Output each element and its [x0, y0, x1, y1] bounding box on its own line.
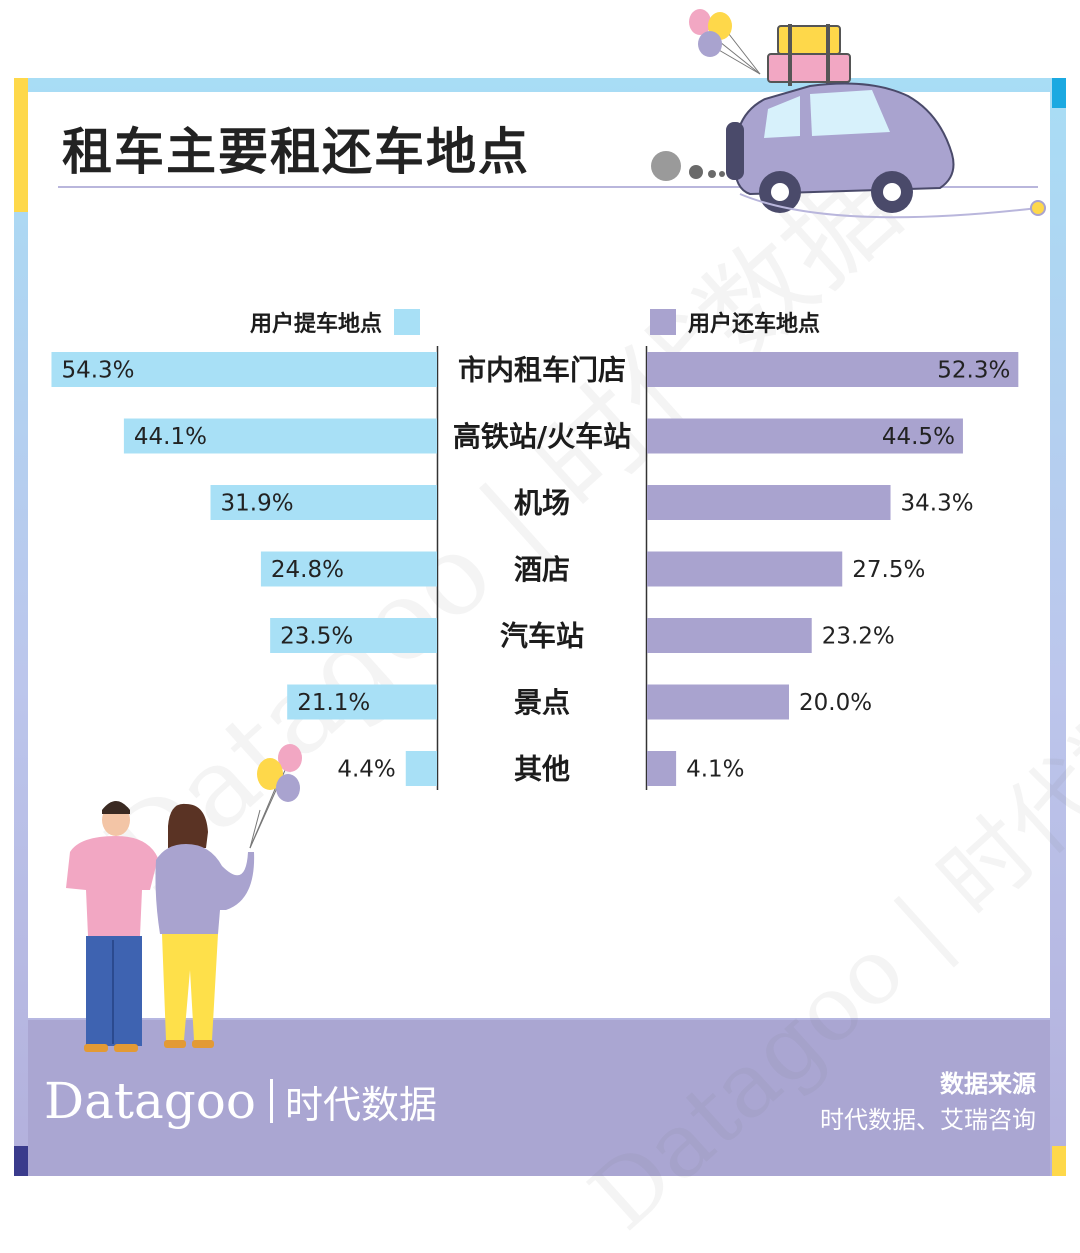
category-label-1: 市内租车门店: [458, 354, 626, 387]
brand-separator: [270, 1079, 274, 1123]
bar-return-1: [647, 352, 1019, 387]
value-label-return-5: 23.2%: [822, 624, 895, 650]
balloon-icon: [689, 9, 761, 75]
bar-return-2: [647, 418, 963, 454]
page-title: 租车主要租还车地点: [62, 123, 530, 181]
accent-navy-bottom-left: [14, 1146, 28, 1176]
bar-return-4: [647, 551, 843, 587]
man-figure: [66, 801, 158, 1052]
bar-pickup-1: [51, 352, 437, 387]
brand-logo: Datagoo 时代数据: [44, 1072, 437, 1130]
car-illustration: [651, 9, 1046, 219]
bar-pickup-4: [260, 551, 437, 587]
value-label-pickup-6: 21.1%: [297, 690, 370, 716]
category-label-7: 其他: [514, 753, 570, 786]
source-title: 数据来源: [940, 1070, 1036, 1098]
woman-figure: [155, 803, 255, 1048]
bar-pickup-6: [287, 684, 437, 720]
value-label-pickup-4: 24.8%: [271, 557, 344, 583]
bar-return-6: [647, 684, 789, 720]
balloon-icon: [249, 744, 302, 849]
category-label-4: 酒店: [514, 553, 570, 586]
butterfly-bar-chart: 54.3% 52.3% 市内租车门店 44.1% 44.5% 高铁站/火车站 31.9% 34…: [51, 346, 1019, 790]
category-label-6: 景点: [514, 686, 570, 719]
category-label-3: 机场: [514, 487, 570, 520]
legend-pickup-label: 用户提车地点: [250, 312, 383, 337]
exhaust-dots-icon: [651, 151, 725, 181]
bar-return-5: [647, 618, 812, 653]
value-label-return-6: 20.0%: [799, 690, 872, 716]
value-label-pickup-2: 44.1%: [134, 424, 207, 450]
bar-pickup-5: [270, 618, 437, 653]
value-label-pickup-3: 31.9%: [221, 491, 294, 517]
bar-pickup-2: [123, 418, 437, 454]
value-label-return-3: 34.3%: [901, 491, 974, 517]
car-icon: [726, 82, 1046, 219]
title-divider: [58, 186, 1038, 188]
brand-name-en: Datagoo: [44, 1072, 257, 1130]
accent-yellow-bottom-right: [1052, 1146, 1066, 1176]
value-label-return-4: 27.5%: [852, 557, 925, 583]
couple-illustration: [66, 744, 302, 1052]
bar-pickup-7: [405, 751, 437, 786]
luggage-icon: [767, 24, 851, 86]
accent-yellow-top-left: [14, 78, 28, 212]
accent-blue-top-right: [1052, 78, 1066, 108]
legend-return: 用户还车地点: [650, 306, 820, 338]
legend-return-swatch: [650, 309, 676, 335]
brand-name-cn: 时代数据: [285, 1082, 438, 1127]
value-label-pickup-5: 23.5%: [280, 624, 353, 650]
bar-pickup-3: [210, 485, 437, 520]
value-label-return-1: 52.3%: [937, 358, 1010, 384]
value-label-pickup-1: 54.3%: [61, 358, 134, 384]
bar-return-3: [647, 485, 891, 520]
legend-pickup-swatch: [394, 309, 421, 335]
legend-pickup: 用户提车地点: [250, 306, 421, 338]
bar-return-7: [647, 751, 677, 786]
value-label-return-2: 44.5%: [882, 424, 955, 450]
source-text: 时代数据、艾瑞咨询: [820, 1106, 1036, 1134]
category-label-5: 汽车站: [500, 620, 584, 653]
value-label-pickup-7: 4.4%: [337, 757, 395, 783]
category-label-2: 高铁站/火车站: [453, 420, 631, 453]
legend-return-label: 用户还车地点: [688, 312, 821, 337]
value-label-return-7: 4.1%: [686, 757, 744, 783]
